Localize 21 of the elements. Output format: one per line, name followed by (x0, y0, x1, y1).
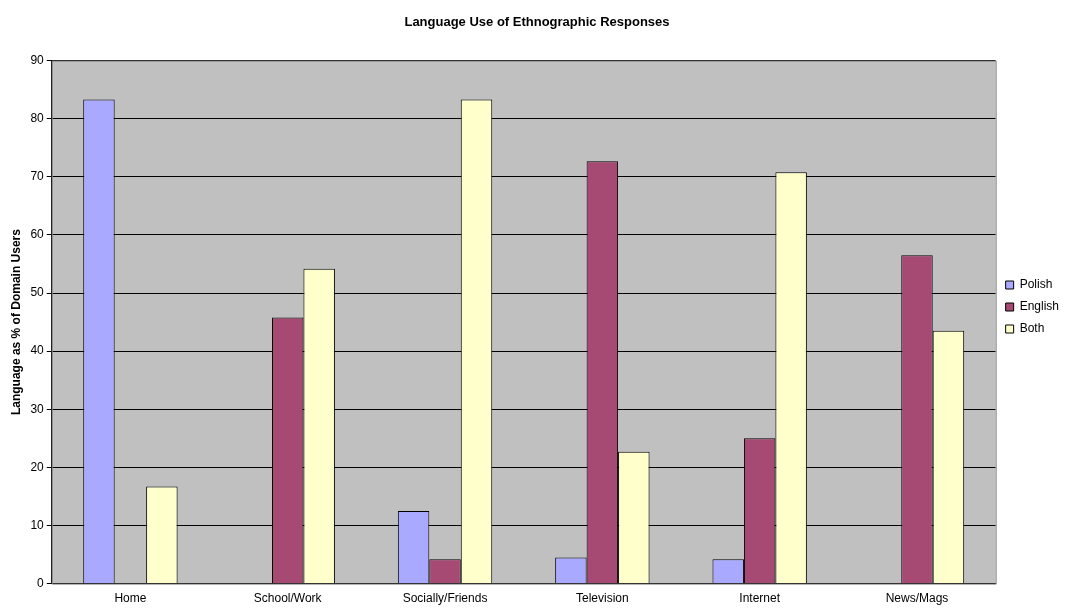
chart-title: Language Use of Ethnographic Responses (404, 14, 670, 30)
y-axis-title: Language as % of Domain Users (8, 228, 23, 416)
x-tick-label: News/Mags (885, 591, 949, 606)
y-tick-label: 30 (30, 401, 45, 416)
y-tick-label: 0 (37, 575, 45, 590)
x-tick-label: Home (114, 591, 147, 606)
y-tick-label: 60 (30, 227, 45, 242)
y-tick-label: 90 (30, 52, 45, 67)
x-tick-label: Television (576, 591, 629, 606)
y-tick-label: 80 (30, 111, 45, 126)
y-tick-label: 10 (30, 517, 45, 532)
x-tick-label: Internet (739, 591, 781, 606)
y-tick-label: 50 (30, 285, 45, 300)
y-tick-label: 20 (30, 459, 45, 474)
x-tick-label: School/Work (253, 591, 323, 606)
legend-label: English (1019, 299, 1059, 314)
x-tick-label: Socially/Friends (402, 591, 488, 606)
legend-label: Both (1019, 321, 1045, 336)
legend-label: Polish (1019, 277, 1053, 292)
y-tick-label: 40 (30, 343, 45, 358)
y-tick-label: 70 (30, 169, 45, 184)
